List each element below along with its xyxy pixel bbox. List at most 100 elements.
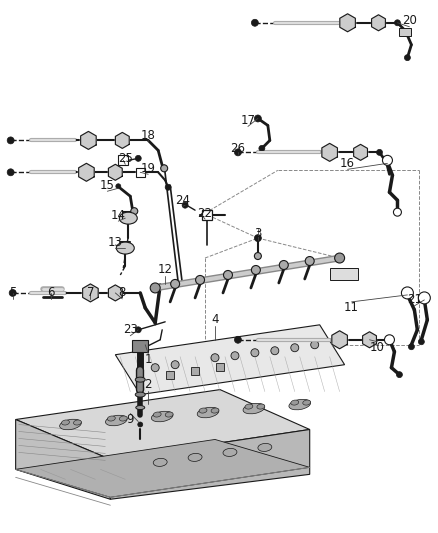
Ellipse shape [243,403,265,414]
Ellipse shape [60,419,81,430]
Bar [216,362,224,370]
Circle shape [251,19,258,26]
Ellipse shape [211,408,219,413]
Circle shape [151,364,159,372]
Text: 15: 15 [100,179,115,192]
Text: 6: 6 [47,286,54,300]
Circle shape [395,20,400,26]
Polygon shape [81,132,96,149]
Circle shape [9,289,16,296]
Ellipse shape [135,392,145,397]
Ellipse shape [161,165,168,172]
Circle shape [135,327,141,333]
Text: 23: 23 [123,324,138,336]
Text: 1: 1 [145,353,152,366]
Text: 25: 25 [118,152,133,165]
Ellipse shape [150,283,160,293]
Text: 17: 17 [240,114,255,127]
Circle shape [231,352,239,360]
Polygon shape [363,332,376,348]
Ellipse shape [335,253,345,263]
Text: 7: 7 [87,286,94,300]
Circle shape [116,184,121,189]
Ellipse shape [289,399,311,410]
Circle shape [384,156,392,164]
Circle shape [385,335,395,345]
Polygon shape [371,15,385,31]
Ellipse shape [153,458,167,466]
Ellipse shape [196,276,205,285]
Bar [202,210,212,220]
Text: 21: 21 [407,293,422,306]
Circle shape [254,115,261,122]
Bar [166,370,174,378]
Ellipse shape [197,407,219,418]
Polygon shape [340,14,355,32]
Bar [399,28,411,36]
Text: 24: 24 [176,193,191,207]
Ellipse shape [153,412,161,417]
Circle shape [7,137,14,144]
Ellipse shape [117,242,134,254]
Ellipse shape [119,212,137,224]
Polygon shape [79,163,94,181]
Text: 11: 11 [344,301,359,314]
Ellipse shape [135,377,145,382]
Text: 4: 4 [211,313,219,326]
Text: 10: 10 [370,341,385,354]
Ellipse shape [138,422,143,427]
Circle shape [291,344,299,352]
Circle shape [135,155,141,161]
Circle shape [393,208,401,216]
Circle shape [171,361,179,369]
Text: 9: 9 [127,413,134,426]
Text: 8: 8 [119,286,126,300]
Ellipse shape [106,415,127,426]
Text: 18: 18 [141,129,155,142]
Text: 13: 13 [108,236,123,248]
Circle shape [404,55,410,61]
Text: 5: 5 [9,286,16,300]
Polygon shape [115,325,345,394]
Bar [191,367,199,375]
Ellipse shape [305,256,314,265]
Circle shape [401,287,413,299]
Ellipse shape [136,406,145,409]
Polygon shape [353,144,367,160]
Circle shape [254,235,261,241]
Ellipse shape [74,420,81,425]
Ellipse shape [223,448,237,456]
Text: 16: 16 [340,157,355,170]
Circle shape [271,347,279,355]
Polygon shape [83,284,98,302]
Ellipse shape [61,420,70,425]
Text: 2: 2 [145,378,152,391]
Ellipse shape [279,261,288,270]
Text: 19: 19 [141,162,156,175]
Ellipse shape [245,404,253,409]
Circle shape [7,169,14,176]
Circle shape [311,341,319,349]
Circle shape [165,184,171,190]
Ellipse shape [257,404,265,409]
Text: 22: 22 [198,207,212,220]
Bar [118,155,128,165]
Ellipse shape [131,208,138,215]
Polygon shape [16,419,110,499]
Ellipse shape [152,411,173,422]
Circle shape [211,354,219,362]
Text: 12: 12 [158,263,173,277]
Polygon shape [16,390,310,459]
Circle shape [234,336,241,343]
Circle shape [396,372,403,378]
Ellipse shape [171,279,180,288]
Circle shape [386,337,392,343]
Ellipse shape [254,253,261,260]
Circle shape [395,209,400,215]
Ellipse shape [199,408,207,413]
Ellipse shape [258,443,272,451]
Circle shape [251,349,259,357]
Ellipse shape [165,412,173,417]
Polygon shape [110,430,310,499]
Ellipse shape [251,265,260,274]
